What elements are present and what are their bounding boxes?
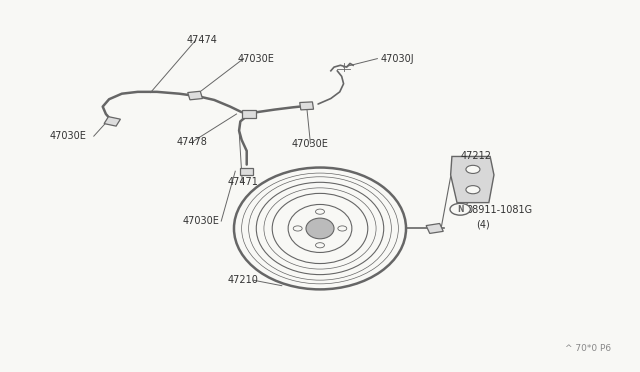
Polygon shape <box>188 91 202 100</box>
Text: (4): (4) <box>476 220 490 230</box>
Text: 47030E: 47030E <box>237 54 274 64</box>
Text: 47471: 47471 <box>228 177 259 187</box>
Text: 47030E: 47030E <box>49 131 86 141</box>
Text: 47210: 47210 <box>228 275 259 285</box>
Text: 47030J: 47030J <box>381 54 414 64</box>
Polygon shape <box>300 102 314 110</box>
Polygon shape <box>451 157 494 203</box>
Polygon shape <box>241 167 253 175</box>
Text: 08911-1081G: 08911-1081G <box>467 205 532 215</box>
Polygon shape <box>104 117 120 126</box>
Circle shape <box>450 203 470 215</box>
Text: 47474: 47474 <box>186 35 217 45</box>
Circle shape <box>466 165 480 173</box>
Text: 47030E: 47030E <box>183 216 220 226</box>
Circle shape <box>338 226 347 231</box>
Circle shape <box>316 243 324 248</box>
Ellipse shape <box>306 218 334 239</box>
Text: 47030E: 47030E <box>291 138 328 148</box>
Circle shape <box>316 209 324 214</box>
Circle shape <box>293 226 302 231</box>
Polygon shape <box>243 110 256 118</box>
Polygon shape <box>426 224 444 234</box>
Text: N: N <box>457 205 463 214</box>
Text: 47212: 47212 <box>460 151 491 161</box>
Circle shape <box>466 186 480 194</box>
Text: 47478: 47478 <box>177 137 207 147</box>
Text: ^ 70*0 P6: ^ 70*0 P6 <box>565 344 611 353</box>
